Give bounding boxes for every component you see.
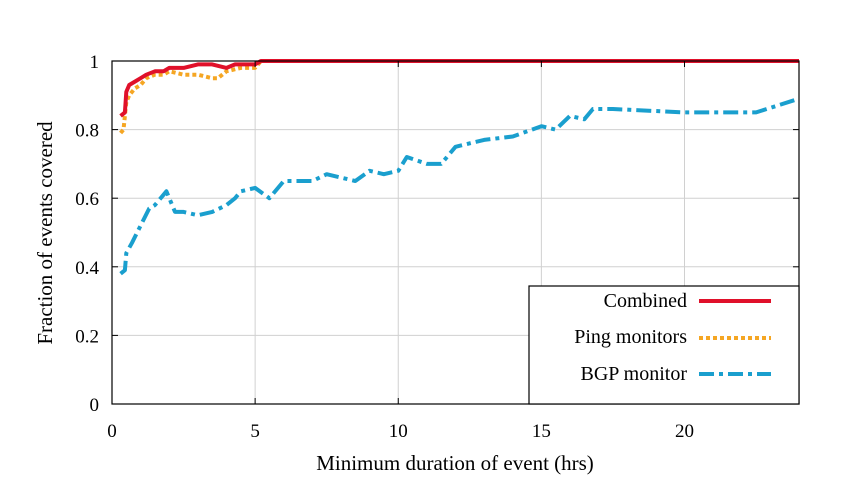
x-tick-label: 10	[389, 421, 408, 442]
legend-label-bgp-monitor: BGP monitor	[581, 363, 688, 385]
plot-frame	[111, 60, 800, 405]
y-tick-label: 1	[90, 52, 100, 73]
legend-label-combined: Combined	[604, 290, 687, 312]
y-axis-label: Fraction of events covered	[33, 121, 57, 345]
x-tick-label: 20	[675, 421, 694, 442]
y-tick-label: 0	[90, 395, 100, 416]
y-tick-label: 0.8	[75, 121, 99, 142]
x-tick-label: 5	[250, 421, 260, 442]
y-tick-label: 0.4	[75, 258, 99, 279]
legend-box	[528, 285, 800, 405]
axis-ticks: 0 5 10 15 20 0 0.2 0.4 0.6 0.8 1	[75, 52, 799, 442]
series-line-bgp-monitor	[119, 96, 800, 276]
y-tick-label: 0.6	[75, 189, 99, 210]
y-tick-label: 0.2	[75, 326, 99, 347]
series-line-combined	[119, 59, 799, 118]
legend-label-ping-monitors: Ping monitors	[574, 326, 687, 348]
series-line-ping-monitors	[119, 59, 799, 135]
x-tick-label: 15	[532, 421, 551, 442]
x-tick-label: 0	[107, 421, 117, 442]
series-layer	[119, 59, 800, 276]
legend: Combined Ping monitors BGP monitor	[528, 285, 800, 405]
x-axis-label: Minimum duration of event (hrs)	[316, 451, 594, 475]
